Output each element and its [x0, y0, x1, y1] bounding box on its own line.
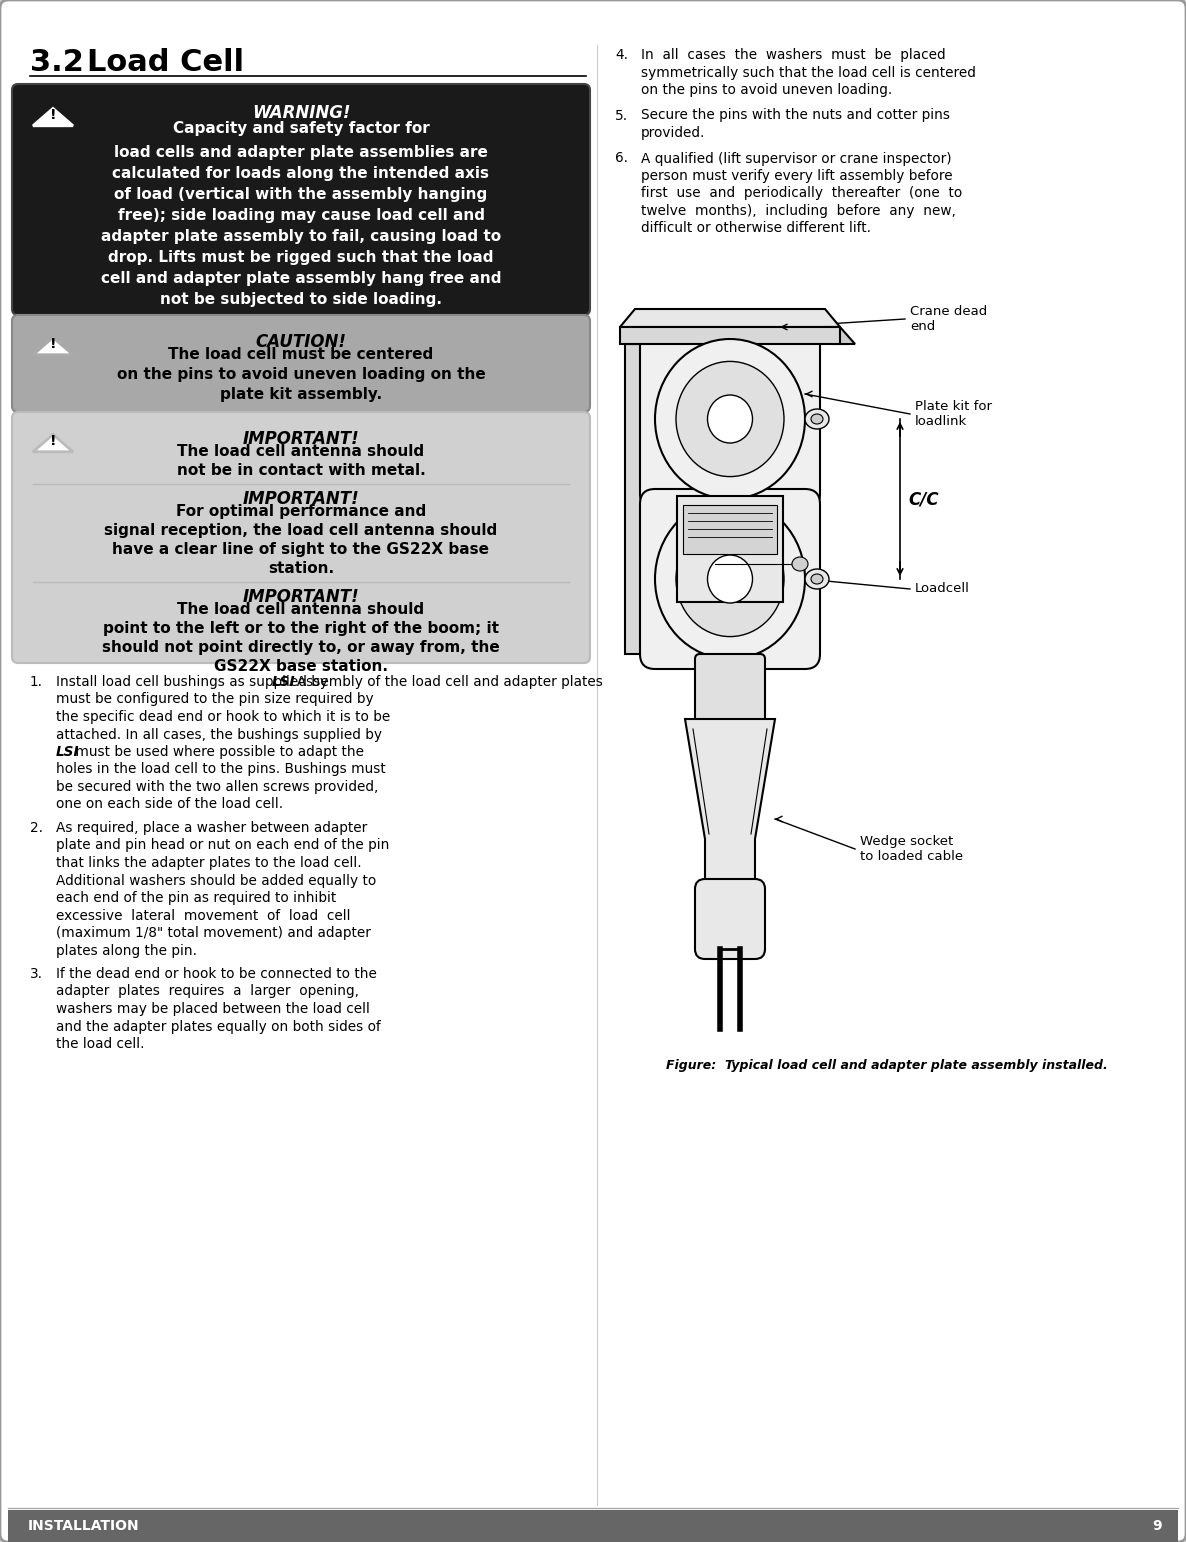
Text: 2.: 2. — [30, 820, 43, 836]
Text: 5.: 5. — [616, 108, 629, 122]
Text: (maximum 1/8" total movement) and adapter: (maximum 1/8" total movement) and adapte… — [56, 927, 371, 941]
Ellipse shape — [811, 574, 823, 584]
Text: excessive  lateral  movement  of  load  cell: excessive lateral movement of load cell — [56, 908, 351, 922]
Text: 3.2: 3.2 — [30, 48, 84, 77]
Text: and the adapter plates equally on both sides of: and the adapter plates equally on both s… — [56, 1019, 381, 1033]
Text: !: ! — [50, 336, 56, 350]
Text: on the pins to avoid uneven loading on the: on the pins to avoid uneven loading on t… — [116, 367, 485, 382]
Ellipse shape — [811, 413, 823, 424]
Text: that links the adapter plates to the load cell.: that links the adapter plates to the loa… — [56, 856, 362, 870]
Ellipse shape — [805, 569, 829, 589]
Text: Capacity and safety factor for: Capacity and safety factor for — [173, 120, 429, 136]
Polygon shape — [33, 338, 74, 355]
Text: As required, place a washer between adapter: As required, place a washer between adap… — [56, 820, 368, 836]
Text: Loadcell: Loadcell — [916, 583, 970, 595]
Text: Wedge socket
to loaded cable: Wedge socket to loaded cable — [860, 836, 963, 864]
Text: C/C: C/C — [908, 490, 938, 507]
Text: difficult or otherwise different lift.: difficult or otherwise different lift. — [640, 222, 871, 236]
Text: not be in contact with metal.: not be in contact with metal. — [177, 463, 426, 478]
Text: calculated for loads along the intended axis: calculated for loads along the intended … — [113, 167, 490, 180]
FancyBboxPatch shape — [625, 344, 655, 654]
Ellipse shape — [792, 557, 808, 571]
Text: drop. Lifts must be rigged such that the load: drop. Lifts must be rigged such that the… — [108, 250, 493, 265]
Text: twelve  months),  including  before  any  new,: twelve months), including before any new… — [640, 204, 956, 217]
Text: The load cell antenna should: The load cell antenna should — [178, 601, 425, 617]
Text: of load (vertical with the assembly hanging: of load (vertical with the assembly hang… — [114, 187, 487, 202]
Text: should not point directly to, or away from, the: should not point directly to, or away fr… — [102, 640, 499, 655]
Text: CAUTION!: CAUTION! — [255, 333, 346, 352]
Text: person must verify every lift assembly before: person must verify every lift assembly b… — [640, 170, 952, 183]
Text: must be configured to the pin size required by: must be configured to the pin size requi… — [56, 692, 374, 706]
Text: plate kit assembly.: plate kit assembly. — [219, 387, 382, 402]
Text: the load cell.: the load cell. — [56, 1038, 145, 1052]
Ellipse shape — [805, 409, 829, 429]
Text: provided.: provided. — [640, 126, 706, 140]
FancyBboxPatch shape — [12, 83, 589, 315]
Text: !: ! — [50, 108, 56, 122]
Text: In  all  cases  the  washers  must  be  placed: In all cases the washers must be placed — [640, 48, 945, 62]
Text: symmetrically such that the load cell is centered: symmetrically such that the load cell is… — [640, 65, 976, 80]
Text: station.: station. — [268, 561, 334, 577]
Text: A qualified (lift supervisor or crane inspector): A qualified (lift supervisor or crane in… — [640, 151, 951, 165]
Text: adapter  plates  requires  a  larger  opening,: adapter plates requires a larger opening… — [56, 984, 359, 999]
Text: have a clear line of sight to the GS22X base: have a clear line of sight to the GS22X … — [113, 541, 490, 557]
Text: plates along the pin.: plates along the pin. — [56, 944, 197, 958]
Ellipse shape — [676, 521, 784, 637]
Text: signal reception, the load cell antenna should: signal reception, the load cell antenna … — [104, 523, 498, 538]
FancyBboxPatch shape — [640, 489, 820, 669]
Polygon shape — [620, 308, 840, 327]
FancyBboxPatch shape — [683, 504, 777, 554]
Text: WARNING!: WARNING! — [251, 103, 350, 122]
FancyBboxPatch shape — [640, 328, 820, 509]
Text: 1.: 1. — [30, 675, 43, 689]
Text: plate and pin head or nut on each end of the pin: plate and pin head or nut on each end of… — [56, 839, 389, 853]
Polygon shape — [686, 719, 774, 919]
Text: first  use  and  periodically  thereafter  (one  to: first use and periodically thereafter (o… — [640, 187, 962, 200]
Text: LSI: LSI — [272, 675, 295, 689]
Text: . Assembly of the load cell and adapter plates: . Assembly of the load cell and adapter … — [287, 675, 602, 689]
Text: Secure the pins with the nuts and cotter pins: Secure the pins with the nuts and cotter… — [640, 108, 950, 122]
Ellipse shape — [708, 395, 752, 443]
Text: Install load cell bushings as supplied by: Install load cell bushings as supplied b… — [56, 675, 332, 689]
Text: holes in the load cell to the pins. Bushings must: holes in the load cell to the pins. Bush… — [56, 762, 385, 777]
Text: not be subjected to side loading.: not be subjected to side loading. — [160, 291, 442, 307]
Text: IMPORTANT!: IMPORTANT! — [243, 588, 359, 606]
FancyBboxPatch shape — [677, 497, 783, 601]
FancyBboxPatch shape — [12, 315, 589, 412]
Text: each end of the pin as required to inhibit: each end of the pin as required to inhib… — [56, 891, 337, 905]
Ellipse shape — [708, 555, 752, 603]
Text: 3.: 3. — [30, 967, 43, 981]
Text: attached. In all cases, the bushings supplied by: attached. In all cases, the bushings sup… — [56, 728, 382, 742]
Text: be secured with the two allen screws provided,: be secured with the two allen screws pro… — [56, 780, 378, 794]
Polygon shape — [33, 108, 74, 126]
FancyBboxPatch shape — [12, 412, 589, 663]
Text: 4.: 4. — [616, 48, 629, 62]
Ellipse shape — [676, 361, 784, 476]
Text: point to the left or to the right of the boom; it: point to the left or to the right of the… — [103, 621, 499, 635]
Text: GS22X base station.: GS22X base station. — [213, 658, 388, 674]
Text: INSTALLATION: INSTALLATION — [28, 1519, 140, 1533]
Text: cell and adapter plate assembly hang free and: cell and adapter plate assembly hang fre… — [101, 271, 502, 285]
Text: !: ! — [50, 433, 56, 447]
Text: IMPORTANT!: IMPORTANT! — [243, 490, 359, 507]
Polygon shape — [825, 327, 855, 344]
Text: the specific dead end or hook to which it is to be: the specific dead end or hook to which i… — [56, 709, 390, 725]
Text: Additional washers should be added equally to: Additional washers should be added equal… — [56, 873, 376, 888]
Text: Plate kit for
loadlink: Plate kit for loadlink — [916, 399, 991, 429]
Text: must be used where possible to adapt the: must be used where possible to adapt the — [71, 745, 364, 759]
Text: washers may be placed between the load cell: washers may be placed between the load c… — [56, 1002, 370, 1016]
Text: Crane dead
end: Crane dead end — [910, 305, 987, 333]
Text: 9: 9 — [1153, 1519, 1162, 1533]
Text: For optimal performance and: For optimal performance and — [176, 504, 426, 520]
FancyBboxPatch shape — [8, 1510, 1178, 1542]
Polygon shape — [33, 435, 74, 452]
Text: Load Cell: Load Cell — [87, 48, 244, 77]
Polygon shape — [620, 327, 840, 344]
FancyBboxPatch shape — [695, 879, 765, 959]
Text: on the pins to avoid uneven loading.: on the pins to avoid uneven loading. — [640, 83, 892, 97]
Ellipse shape — [655, 500, 805, 658]
Text: The load cell must be centered: The load cell must be centered — [168, 347, 434, 362]
Text: load cells and adapter plate assemblies are: load cells and adapter plate assemblies … — [114, 145, 487, 160]
Text: LSI: LSI — [56, 745, 79, 759]
